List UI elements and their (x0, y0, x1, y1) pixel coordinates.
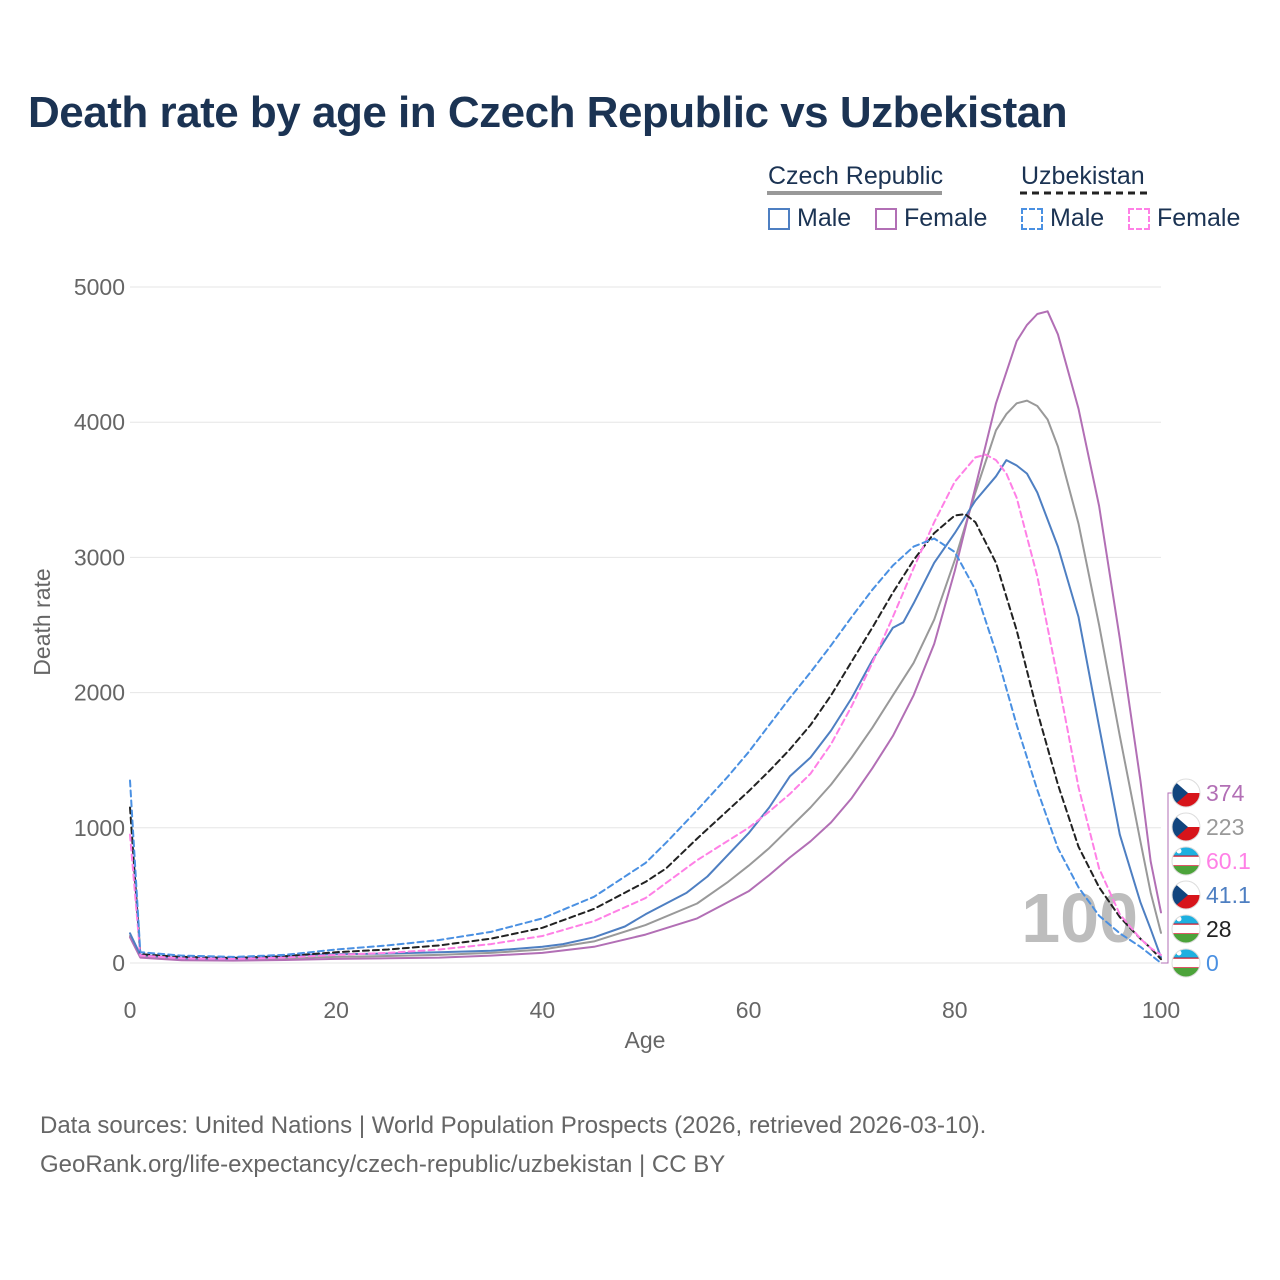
chart-title: Death rate by age in Czech Republic vs U… (28, 88, 1068, 137)
age-watermark: 100 (1021, 879, 1138, 957)
y-tick-label: 3000 (74, 544, 125, 570)
y-tick-label: 2000 (74, 680, 125, 706)
legend-uzbekistan-male-swatch (1021, 207, 1043, 230)
legend-uzbekistan-male-label: Male (1050, 204, 1105, 232)
legend-czech-male-swatch (768, 207, 790, 230)
end-labels: 374 223 60.1 41.1 28 0 (1161, 778, 1251, 978)
legend-czech-male[interactable]: Male (768, 204, 851, 233)
end-label-value: 223 (1206, 814, 1244, 840)
x-tick-label: 60 (736, 997, 762, 1023)
y-tick-label: 5000 (74, 274, 125, 300)
series-line-uzbekistan-female[interactable] (129, 453, 1162, 960)
y-tick-label: 4000 (74, 409, 125, 435)
x-tick-label: 0 (124, 997, 137, 1023)
series-layer (129, 310, 1162, 964)
uzbekistan-flag-icon (1171, 948, 1201, 978)
y-tick-label: 1000 (74, 815, 125, 841)
watermark-layer: 100 (1021, 879, 1138, 957)
legend-uzbekistan-female-swatch (1128, 207, 1150, 230)
series-line-uzbekistan-male[interactable] (129, 537, 1162, 964)
legend-czech-female-swatch (875, 207, 897, 230)
uzbekistan-flag-icon (1171, 914, 1201, 944)
x-axis-label: Age (625, 1027, 666, 1053)
end-label-value: 28 (1206, 916, 1232, 942)
footer-link[interactable]: GeoRank.org/life-expectancy/czech-republ… (40, 1151, 726, 1178)
footer-sources: Data sources: United Nations | World Pop… (40, 1112, 987, 1139)
y-axis-label: Death rate (29, 568, 55, 675)
x-tick-label: 100 (1142, 997, 1180, 1023)
series-line-czech-republic-total[interactable] (129, 399, 1162, 961)
end-label-leader (1161, 792, 1174, 964)
czech-flag-icon (1171, 880, 1201, 910)
legend-uzbekistan-female-label: Female (1157, 204, 1241, 232)
series-line-czech-republic-male[interactable] (129, 459, 1162, 960)
x-tick-label: 80 (942, 997, 968, 1023)
czech-flag-icon (1171, 778, 1201, 808)
grid (130, 286, 1161, 964)
legend-czech-male-label: Male (797, 204, 852, 232)
series-line-uzbekistan-total[interactable] (129, 513, 1162, 961)
y-tick-label: 0 (112, 950, 125, 976)
end-label-value: 41.1 (1206, 882, 1251, 908)
legend-czech-female[interactable]: Female (875, 204, 987, 233)
end-label-value: 60.1 (1206, 848, 1251, 874)
uzbekistan-flag-icon (1171, 846, 1201, 876)
end-label-value: 374 (1206, 780, 1245, 806)
x-tick-label: 20 (323, 997, 349, 1023)
czech-flag-icon (1171, 812, 1201, 842)
legend-uzbekistan-female[interactable]: Female (1128, 204, 1240, 233)
legend-czech-female-label: Female (904, 204, 988, 232)
end-label-value: 0 (1206, 950, 1219, 976)
footer: Data sources: United Nations | World Pop… (40, 1106, 986, 1184)
x-tick-label: 40 (530, 997, 556, 1023)
legend-uzbekistan-male[interactable]: Male (1021, 204, 1104, 233)
series-line-czech-republic-female[interactable] (129, 310, 1162, 962)
axes: 0 1000 2000 3000 4000 5000 0 20 40 60 80 100 (74, 274, 1180, 1023)
line-chart: 100 0 1000 2000 3000 4000 5000 0 20 40 60 80 100 37… (29, 274, 1251, 1053)
